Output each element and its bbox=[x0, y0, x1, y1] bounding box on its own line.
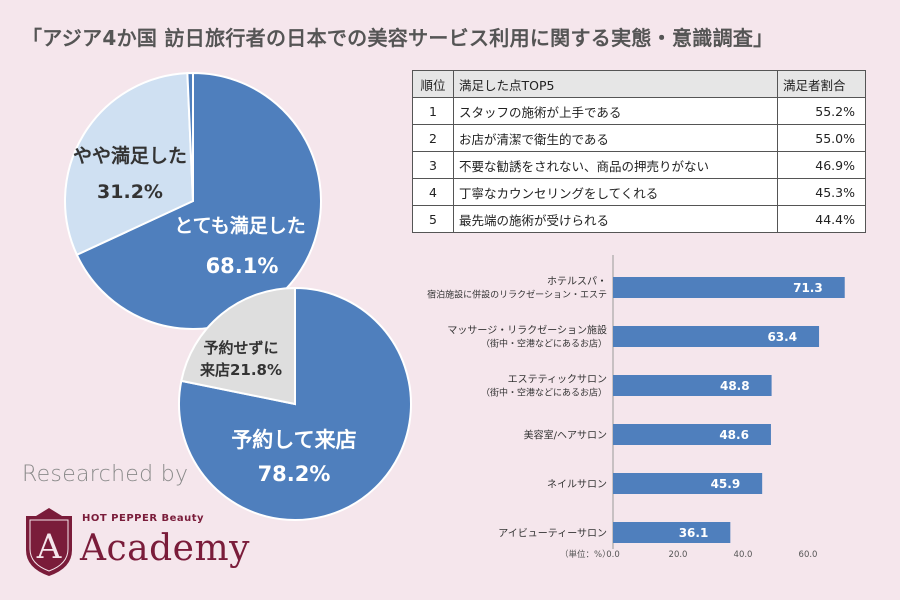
page-title: 「アジア4か国 訪日旅行者の日本での美容サービス利用に関する実態・意識調査」 bbox=[22, 26, 774, 50]
item-cell: 丁寧なカウンセリングをしてくれる bbox=[453, 178, 778, 206]
pie1-slice-1 bbox=[64, 72, 195, 257]
academy-logo: A HOT PEPPER Beauty Academy bbox=[20, 500, 249, 585]
pie1-slice-0 bbox=[75, 71, 322, 330]
pie2-value-reserved: 78.2% bbox=[258, 462, 331, 486]
table-row: 3 不要な勧誘をされない、商品の押売りがない 46.9% bbox=[412, 151, 866, 179]
bar-5 bbox=[613, 522, 731, 543]
top5-satisfaction-table: 順位 満足した点TOP5 満足者割合 1 スタッフの施術が上手である 55.2%… bbox=[412, 70, 866, 233]
bar-3 bbox=[613, 424, 771, 445]
pie2-slice-1 bbox=[180, 286, 296, 406]
satisfaction-pie-chart: やや満足した 31.2% とても満足した 68.1% bbox=[64, 71, 322, 330]
item-cell: 不要な勧誘をされない、商品の押売りがない bbox=[453, 151, 778, 179]
percent-cell: 45.3% bbox=[777, 178, 866, 206]
academy-wordmark: Academy bbox=[80, 528, 250, 569]
pie1-slice-2 bbox=[186, 71, 194, 202]
column-header-rank: 順位 bbox=[412, 70, 454, 98]
bar-value-label-4: 45.9 bbox=[711, 477, 741, 491]
x-tick-label-3: 60.0 bbox=[799, 550, 818, 560]
bar-category-sublabel-0: 宿泊施設に併設のリラクゼーション・エステ bbox=[427, 289, 607, 301]
rank-cell: 5 bbox=[412, 205, 454, 233]
table-header-row: 順位 満足した点TOP5 満足者割合 bbox=[412, 70, 866, 98]
hotpepper-beauty-wordmark: HOT PEPPER Beauty bbox=[82, 513, 205, 524]
bar-value-label-3: 48.6 bbox=[719, 428, 749, 442]
bar-category-sublabel-1: （街中・空港などにあるお店） bbox=[481, 338, 607, 350]
bar-2 bbox=[613, 375, 772, 396]
bar-value-label-2: 48.8 bbox=[720, 379, 750, 393]
pie1-label-very-satisfied: とても満足した bbox=[174, 215, 305, 237]
rank-cell: 2 bbox=[412, 124, 454, 152]
reservation-pie-chart: 予約せずに 来店21.8% 予約して来店 78.2% bbox=[178, 286, 412, 521]
table-row: 2 お店が清潔で衛生的である 55.0% bbox=[412, 124, 866, 152]
percent-cell: 44.4% bbox=[777, 205, 866, 233]
pie1-value-very-satisfied: 68.1% bbox=[206, 254, 279, 278]
rank-cell: 4 bbox=[412, 178, 454, 206]
bar-value-label-0: 71.3 bbox=[793, 281, 823, 295]
svg-text:A: A bbox=[36, 527, 62, 567]
bar-0 bbox=[613, 277, 845, 298]
column-header-percent: 満足者割合 bbox=[777, 70, 866, 98]
bar-1 bbox=[613, 326, 820, 347]
facility-usage-bar-chart: 71.3 ホテルスパ・宿泊施設に併設のリラクゼーション・エステ 63.4 マッサージ・… bbox=[427, 255, 845, 560]
x-tick-label-2: 40.0 bbox=[734, 550, 753, 560]
rank-cell: 1 bbox=[412, 97, 454, 125]
bar-category-label-0: ホテルスパ・ bbox=[547, 276, 607, 288]
researched-by-label: Researched by bbox=[22, 462, 189, 487]
table-row: 5 最先端の施術が受けられる 44.4% bbox=[412, 205, 866, 233]
academy-crest-icon: A bbox=[26, 508, 72, 576]
percent-cell: 55.2% bbox=[777, 97, 866, 125]
bar-4 bbox=[613, 473, 763, 494]
x-tick-label-1: 20.0 bbox=[669, 550, 688, 560]
percent-cell: 55.0% bbox=[777, 124, 866, 152]
bar-category-label-1: マッサージ・リラクゼーション施設 bbox=[447, 324, 607, 337]
pie1-value-somewhat-satisfied: 31.2% bbox=[97, 181, 163, 203]
table-row: 4 丁寧なカウンセリングをしてくれる 45.3% bbox=[412, 178, 866, 206]
unit-label: （単位：%） bbox=[560, 549, 611, 560]
bar-category-label-2: エステティックサロン bbox=[508, 374, 607, 386]
bar-category-label-5: アイビューティーサロン bbox=[498, 528, 607, 540]
pie2-value-walk-in: 来店21.8% bbox=[199, 361, 282, 379]
bar-category-sublabel-2: （街中・空港などにあるお店） bbox=[481, 387, 607, 399]
item-cell: お店が清潔で衛生的である bbox=[453, 124, 778, 152]
item-cell: スタッフの施術が上手である bbox=[453, 97, 778, 125]
table-row: 1 スタッフの施術が上手である 55.2% bbox=[412, 97, 866, 125]
x-tick-label-0: 0.0 bbox=[606, 550, 620, 560]
pie2-label-walk-in: 予約せずに bbox=[203, 339, 278, 357]
rank-cell: 3 bbox=[412, 151, 454, 179]
column-header-item: 満足した点TOP5 bbox=[453, 70, 778, 98]
bar-category-label-3: 美容室/ヘアサロン bbox=[524, 429, 607, 442]
bar-value-label-1: 63.4 bbox=[767, 330, 797, 344]
pie2-label-reserved: 予約して来店 bbox=[231, 428, 356, 452]
pie1-label-somewhat-satisfied: やや満足した bbox=[73, 145, 187, 167]
item-cell: 最先端の施術が受けられる bbox=[453, 205, 778, 233]
percent-cell: 46.9% bbox=[777, 151, 866, 179]
bar-value-label-5: 36.1 bbox=[679, 526, 709, 540]
bar-category-label-4: ネイルサロン bbox=[547, 479, 607, 491]
